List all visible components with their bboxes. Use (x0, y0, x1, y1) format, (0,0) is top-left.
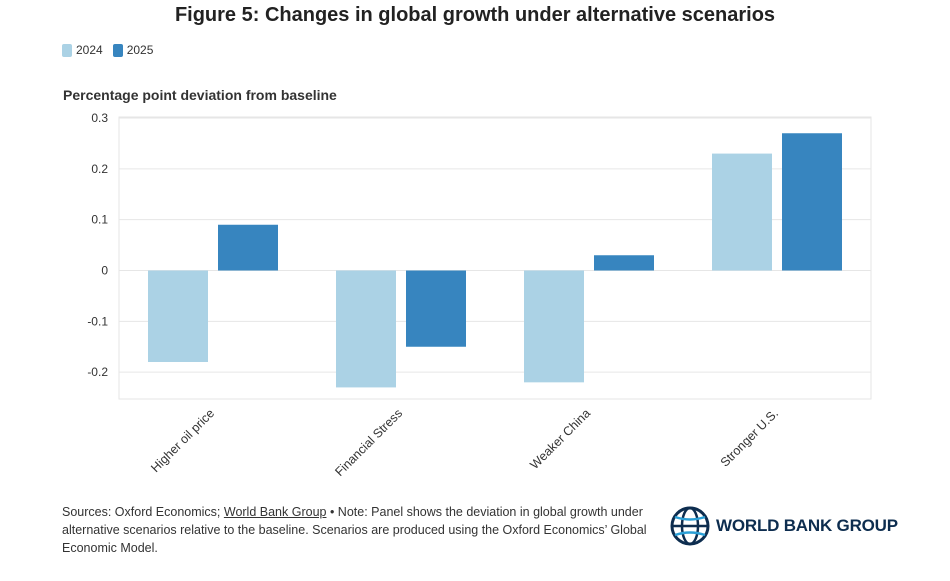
x-tick-label: Stronger U.S. (718, 406, 781, 469)
y-tick-label: 0.3 (91, 111, 108, 125)
globe-icon (670, 506, 710, 546)
legend-item-2025[interactable]: 2025 (112, 43, 154, 57)
bar-2024-2 (336, 270, 396, 388)
legend-swatch-2024 (62, 43, 72, 57)
footer-note-text: • Note: Panel shows the deviation in glo… (62, 505, 647, 555)
world-bank-logo[interactable]: WORLD BANK GROUP (670, 506, 898, 546)
bar-2024-3 (524, 270, 584, 383)
bar-chart: 0.3 0.2 0.1 0 -0.1 -0.2 Higher oil price Financ… (87, 111, 872, 479)
y-tick-label: 0.1 (91, 213, 108, 227)
legend-label-2024: 2024 (76, 43, 103, 57)
x-tick-label: Weaker China (527, 406, 593, 472)
y-tick-label: -0.2 (87, 365, 108, 379)
legend: 2024 2025 (62, 43, 153, 57)
legend-item-2024[interactable]: 2024 (62, 43, 103, 57)
bar-2024-1 (148, 270, 208, 362)
logo-text: WORLD BANK GROUP (716, 516, 898, 535)
footer-sources-prefix: Sources: Oxford Economics; (62, 505, 224, 519)
y-axis-unit-label: Percentage point deviation from baseline (63, 87, 337, 103)
y-tick-label: 0.2 (91, 162, 108, 176)
bar-2025-2 (406, 270, 466, 347)
plot-frame (118, 116, 872, 400)
footer-source-link[interactable]: World Bank Group (223, 505, 327, 519)
chart-title: Figure 5: Changes in global growth under… (174, 4, 776, 26)
legend-swatch-2025 (112, 43, 123, 57)
footer-note: Sources: Oxford Economics; World Bank Gr… (62, 503, 672, 557)
bar-2025-3 (594, 255, 654, 271)
legend-label-2025: 2025 (126, 43, 154, 57)
y-tick-label: 0 (101, 264, 108, 278)
x-tick-label: Financial Stress (332, 406, 405, 479)
bar-2025-1 (218, 224, 278, 271)
bar-2024-4 (712, 153, 772, 271)
bar-2025-4 (782, 133, 842, 271)
y-tick-label: -0.1 (87, 314, 108, 328)
x-tick-label: Higher oil price (148, 406, 217, 475)
